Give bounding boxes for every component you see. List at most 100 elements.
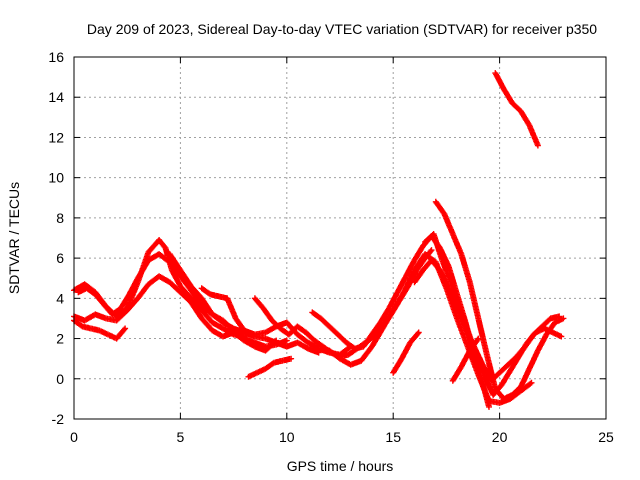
data-point-trail	[169, 268, 183, 288]
data-point-trail	[157, 238, 168, 250]
data-point-trail	[391, 356, 404, 375]
data-point	[415, 329, 422, 336]
data-point	[428, 247, 435, 254]
series-track-14	[432, 198, 567, 402]
data-point	[534, 142, 541, 149]
data-point-trail	[399, 340, 413, 361]
y-tick-label: 2	[56, 331, 64, 347]
data-point-trail	[431, 232, 445, 262]
data-point-trail	[125, 296, 140, 313]
axis-ticks: 0 5 10 15 20 25 -2 0 2 4 6 8 10 12 14 16	[48, 49, 614, 445]
data-point-trail	[135, 258, 151, 280]
series-track-16	[492, 70, 541, 149]
data-point-trail	[199, 316, 215, 333]
data-point-trail	[484, 353, 498, 391]
data-point-trail	[501, 87, 515, 105]
x-tick-label: 0	[70, 429, 78, 445]
data-point	[475, 335, 482, 342]
data-point-trail	[378, 306, 392, 325]
data-point-trail	[167, 280, 183, 295]
data-point-trail	[178, 290, 193, 305]
data-point-trail	[518, 367, 532, 389]
plot-frame	[73, 56, 607, 420]
data-point-trail	[114, 308, 130, 323]
data-point-trail	[514, 344, 528, 359]
data-point-trail	[93, 292, 106, 307]
data-point-trail	[118, 292, 132, 311]
data-point-trail	[263, 360, 276, 371]
data-point-trail	[199, 286, 212, 297]
series-track-6	[198, 285, 354, 358]
data-point-trail	[429, 258, 443, 273]
data-point-trail	[304, 330, 317, 343]
data-point-trail	[85, 286, 98, 297]
data-point-trail	[467, 336, 481, 353]
data-point-trail	[510, 384, 523, 397]
data-point-trail	[454, 306, 468, 331]
data-point	[486, 403, 492, 410]
data-point-trail	[188, 300, 204, 321]
series-track-15	[449, 335, 482, 384]
data-point-trail	[252, 296, 266, 311]
data-point-trail	[510, 101, 523, 114]
data-point-trail	[369, 326, 385, 349]
data-point-trail	[199, 296, 215, 317]
data-point-trail	[386, 290, 400, 310]
data-point-trail	[361, 332, 375, 349]
data-point-trail	[114, 326, 128, 341]
x-tick-label: 15	[385, 429, 401, 445]
data-point-trail	[412, 268, 426, 284]
data-point-trail	[395, 274, 409, 294]
data-point-trail	[458, 252, 473, 284]
data-point-trail	[146, 238, 162, 254]
data-point-trail	[369, 320, 383, 337]
data-point-trail	[475, 317, 490, 357]
data-point-trail	[408, 330, 421, 345]
data-point-trail	[412, 252, 428, 272]
data-point-trail	[450, 365, 464, 383]
data-points	[71, 70, 567, 410]
data-point-trail	[310, 310, 323, 321]
data-point-trail	[178, 268, 194, 288]
data-point-trail	[157, 252, 172, 265]
data-point-trail	[433, 200, 447, 216]
data-point-trail	[318, 316, 332, 329]
data-point-trail	[527, 123, 541, 148]
data-point-trail	[540, 316, 553, 329]
data-point-trail	[401, 268, 417, 294]
data-point	[288, 355, 295, 362]
data-point-trail	[535, 332, 549, 353]
data-point-trail	[224, 296, 239, 320]
y-tick-label: 10	[48, 170, 64, 186]
data-point-trail	[135, 282, 151, 301]
data-point	[558, 333, 565, 340]
data-point-trail	[493, 71, 507, 91]
data-point-trail	[327, 324, 340, 337]
data-point-trail	[221, 320, 236, 331]
data-point-trail	[312, 338, 325, 349]
data-point-trail	[199, 308, 215, 325]
data-point	[283, 337, 290, 344]
data-point-trail	[391, 290, 407, 313]
data-point-trail	[459, 349, 473, 369]
data-point-trail	[437, 268, 451, 290]
y-tick-label: 14	[48, 89, 64, 105]
data-point-trail	[523, 332, 536, 349]
series-track-11	[390, 329, 422, 376]
data-point-trail	[178, 284, 194, 301]
data-point-trail	[335, 332, 349, 345]
data-point	[560, 315, 567, 322]
data-point-trail	[518, 109, 532, 128]
data-point-trail	[441, 212, 456, 236]
data-point-trail	[499, 369, 513, 387]
data-point-trail	[446, 286, 460, 310]
data-point	[122, 325, 129, 332]
data-point-trail	[527, 349, 541, 371]
y-tick-label: -2	[52, 411, 65, 427]
x-tick-label: 5	[177, 429, 185, 445]
data-point-trail	[439, 258, 454, 284]
y-tick-label: 4	[56, 290, 64, 306]
data-point-trail	[480, 363, 494, 383]
data-point-trail	[327, 348, 342, 361]
data-point-trail	[475, 373, 492, 403]
